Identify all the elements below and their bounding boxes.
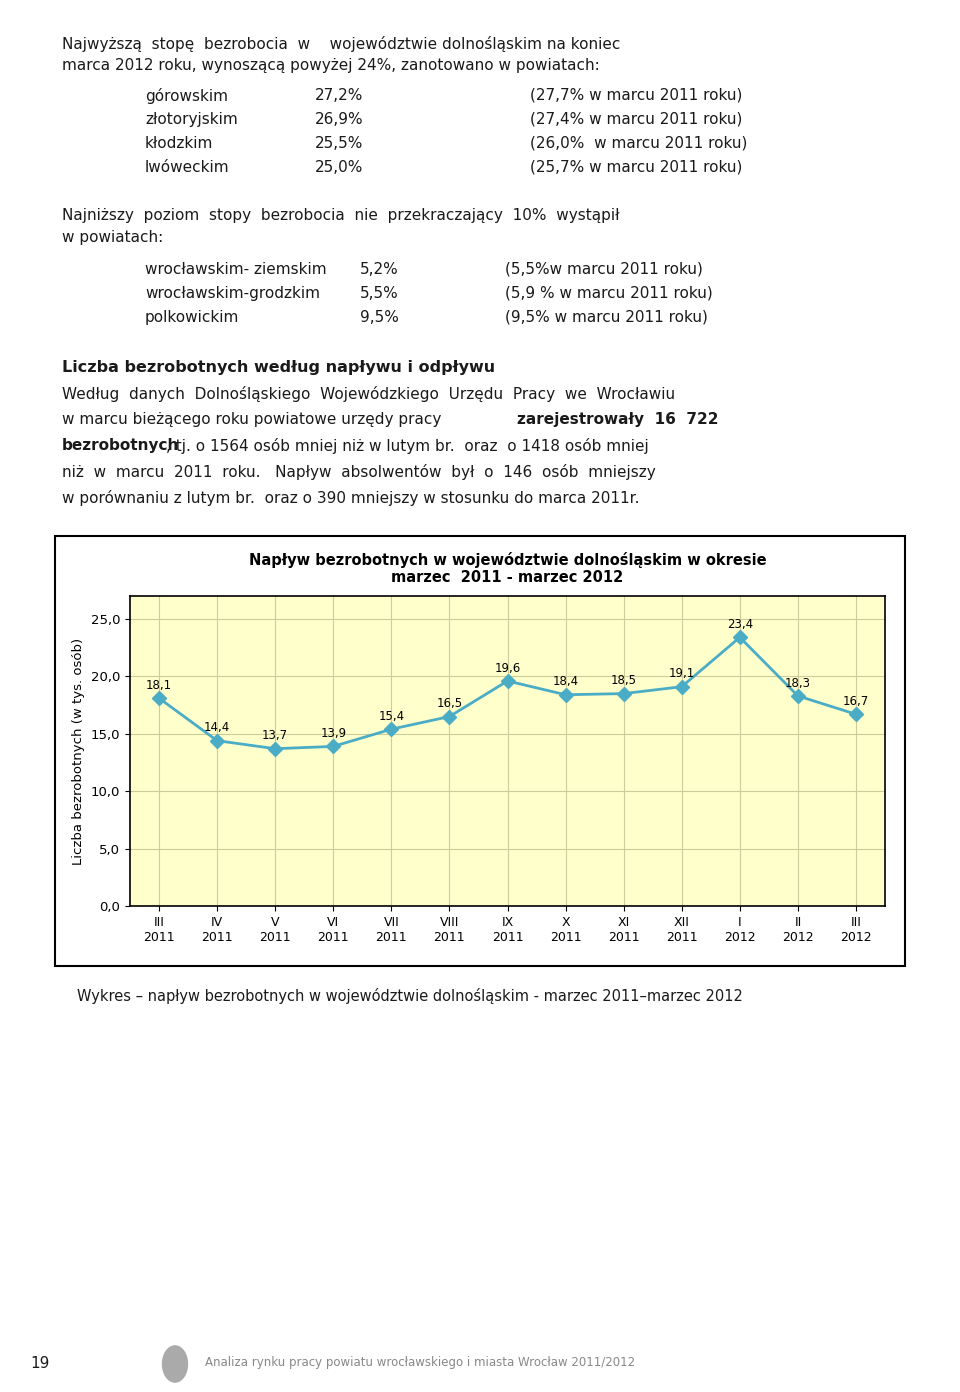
Text: (27,7% w marcu 2011 roku): (27,7% w marcu 2011 roku) <box>530 88 742 103</box>
Text: 18,1: 18,1 <box>146 679 172 692</box>
Text: 14,4: 14,4 <box>204 721 230 735</box>
Text: 5,2%: 5,2% <box>360 262 398 277</box>
Text: (9,5% w marcu 2011 roku): (9,5% w marcu 2011 roku) <box>505 310 708 324</box>
Text: 18,3: 18,3 <box>785 677 811 689</box>
Text: (27,4% w marcu 2011 roku): (27,4% w marcu 2011 roku) <box>530 111 742 127</box>
Text: 9,5%: 9,5% <box>360 310 398 324</box>
Text: 25,5%: 25,5% <box>315 136 364 150</box>
Text: (25,7% w marcu 2011 roku): (25,7% w marcu 2011 roku) <box>530 160 742 175</box>
Title: Napływ bezrobotnych w województwie dolnośląskim w okresie
marzec  2011 - marzec : Napływ bezrobotnych w województwie dolno… <box>249 551 766 585</box>
Text: 27,2%: 27,2% <box>315 88 364 103</box>
Text: Wykres – napływ bezrobotnych w województwie dolnośląskim - marzec 2011–marzec 20: Wykres – napływ bezrobotnych w województ… <box>77 988 743 1004</box>
Text: w powiatach:: w powiatach: <box>62 230 163 245</box>
Text: 18,4: 18,4 <box>553 675 579 689</box>
Text: wrocławskim-grodzkim: wrocławskim-grodzkim <box>145 285 320 301</box>
Text: Najwyższą  stopę  bezrobocia  w    województwie dolnośląskim na koniec: Najwyższą stopę bezrobocia w województwi… <box>62 36 620 52</box>
Text: 19,6: 19,6 <box>494 661 520 675</box>
Text: 15,4: 15,4 <box>378 710 404 722</box>
Text: 5,5%: 5,5% <box>360 285 398 301</box>
Text: górowskim: górowskim <box>145 88 228 104</box>
Text: (5,9 % w marcu 2011 roku): (5,9 % w marcu 2011 roku) <box>505 285 712 301</box>
Text: Według  danych  Dolnośląskiego  Wojewódzkiego  Urzędu  Pracy  we  Wrocławiu: Według danych Dolnośląskiego Wojewódzkie… <box>62 386 675 402</box>
Text: wrocławskim- ziemskim: wrocławskim- ziemskim <box>145 262 326 277</box>
Text: bezrobotnych: bezrobotnych <box>62 438 180 452</box>
Text: (5,5%w marcu 2011 roku): (5,5%w marcu 2011 roku) <box>505 262 703 277</box>
Text: 19: 19 <box>30 1356 49 1371</box>
Text: w porównaniu z lutym br.  oraz o 390 mniejszy w stosunku do marca 2011r.: w porównaniu z lutym br. oraz o 390 mnie… <box>62 490 639 507</box>
Text: zarejestrowały  16  722: zarejestrowały 16 722 <box>517 412 718 427</box>
Text: złotoryjskim: złotoryjskim <box>145 111 238 127</box>
Y-axis label: Liczba bezrobotnych (w tys. osób): Liczba bezrobotnych (w tys. osób) <box>72 638 85 864</box>
Text: polkowickim: polkowickim <box>145 310 239 324</box>
Text: Najniższy  poziom  stopy  bezrobocia  nie  przekraczający  10%  wystąpił: Najniższy poziom stopy bezrobocia nie pr… <box>62 207 619 223</box>
Text: marca 2012 roku, wynoszącą powyżej 24%, zanotowano w powiatach:: marca 2012 roku, wynoszącą powyżej 24%, … <box>62 58 600 72</box>
Text: Liczba bezrobotnych według napływu i odpływu: Liczba bezrobotnych według napływu i odp… <box>62 361 495 374</box>
Text: w marcu bieżącego roku powiatowe urzędy pracy: w marcu bieżącego roku powiatowe urzędy … <box>62 412 446 427</box>
Text: 25,0%: 25,0% <box>315 160 364 175</box>
Text: 19,1: 19,1 <box>668 667 695 681</box>
Text: niż  w  marcu  2011  roku.   Napływ  absolwentów  był  o  146  osób  mniejszy: niż w marcu 2011 roku. Napływ absolwentó… <box>62 464 656 480</box>
Text: 16,7: 16,7 <box>843 695 869 709</box>
Text: 13,9: 13,9 <box>321 727 347 741</box>
Text: 13,7: 13,7 <box>262 729 288 742</box>
Text: lwóweckim: lwóweckim <box>145 160 229 175</box>
Text: (26,0%  w marcu 2011 roku): (26,0% w marcu 2011 roku) <box>530 136 748 150</box>
Text: 23,4: 23,4 <box>727 618 753 631</box>
Text: 18,5: 18,5 <box>611 674 636 688</box>
Text: 16,5: 16,5 <box>437 697 463 710</box>
Text: 26,9%: 26,9% <box>315 111 364 127</box>
Text: , tj. o 1564 osób mniej niż w lutym br.  oraz  o 1418 osób mniej: , tj. o 1564 osób mniej niż w lutym br. … <box>166 438 649 454</box>
Text: Analiza rynku pracy powiatu wrocławskiego i miasta Wrocław 2011/2012: Analiza rynku pracy powiatu wrocławskieg… <box>205 1356 636 1368</box>
Text: kłodzkim: kłodzkim <box>145 136 213 150</box>
